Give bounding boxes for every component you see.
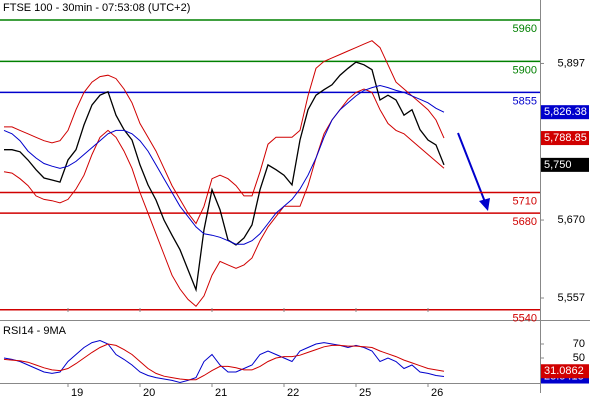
- title-background: [1, 323, 69, 338]
- price-tag-label: 5,826.38: [544, 106, 587, 118]
- series-line: [3, 343, 445, 381]
- level-label: 5900: [513, 64, 537, 76]
- price-tag: [541, 105, 589, 120]
- x-tick-label: 22: [287, 387, 299, 399]
- level-label: 5710: [513, 195, 537, 207]
- x-tick-label: 26: [431, 387, 443, 399]
- y-tick-label: 70: [573, 338, 585, 350]
- trend-arrow: [457, 132, 486, 203]
- x-tick-label: 25: [359, 387, 371, 399]
- price-tag: [541, 157, 589, 172]
- series-line: [4, 61, 445, 293]
- trend-arrow-head: [479, 198, 490, 211]
- price-tag-label: 5,788.85: [544, 132, 587, 144]
- x-tick-label: 21: [215, 387, 227, 399]
- series-line: [3, 88, 445, 308]
- y-tick-label: 5,670: [557, 214, 585, 226]
- price-tag: [541, 131, 589, 146]
- level-label: 5680: [513, 216, 537, 228]
- series-line: [3, 84, 445, 245]
- title-background: [1, 0, 193, 15]
- value-tag: [541, 364, 589, 379]
- y-tick-label: 50: [573, 352, 585, 364]
- chart-title: FTSE 100 - 30min - 07:53:08 (UTC+2): [3, 2, 190, 14]
- level-label: 5960: [513, 23, 537, 35]
- chart-title: RSI14 - 9MA: [3, 325, 67, 337]
- price-tag-label: 5,750: [544, 159, 572, 171]
- y-tick-label: 5,897: [557, 57, 585, 69]
- x-tick-label: 20: [143, 387, 155, 399]
- level-label: 5540: [513, 313, 537, 325]
- series-line: [4, 40, 445, 225]
- y-tick-label: 5,557: [557, 292, 585, 304]
- value-tag-label: 31.0862: [544, 365, 584, 377]
- level-label: 5855: [513, 95, 537, 107]
- x-tick-label: 19: [71, 387, 83, 399]
- series-line: [3, 339, 445, 384]
